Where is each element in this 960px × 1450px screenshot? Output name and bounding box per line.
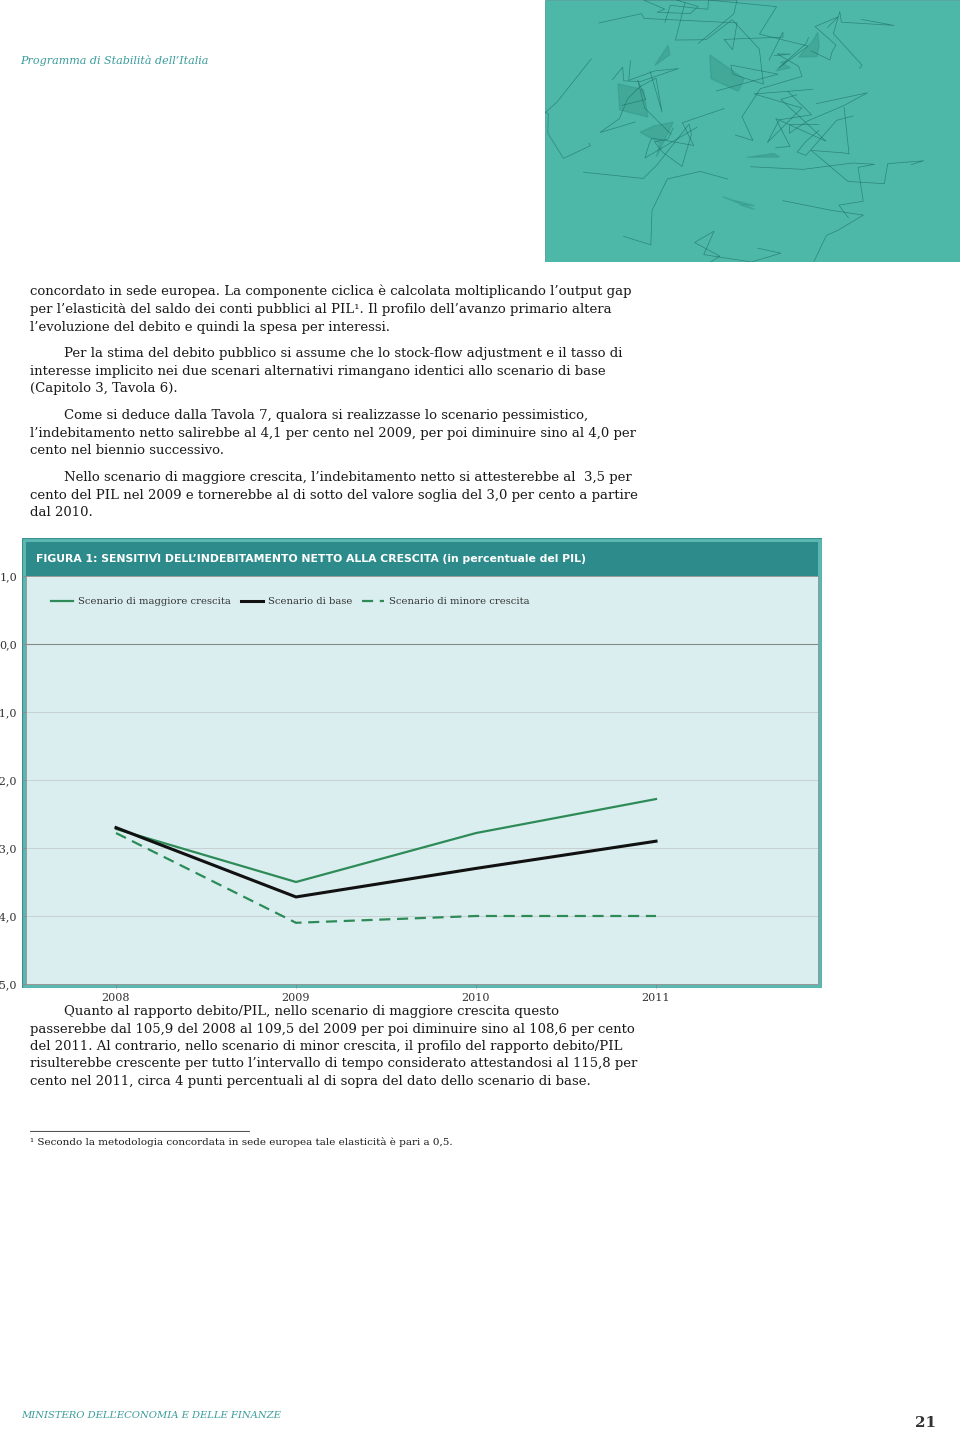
Polygon shape [640,122,673,157]
Text: Nello scenario di maggiore crescita, l’indebitamento netto si attesterebbe al  3: Nello scenario di maggiore crescita, l’i… [30,471,637,519]
Polygon shape [799,32,819,57]
Polygon shape [723,197,755,209]
Text: Per la stima del debito pubblico si assume che lo stock-flow adjustment e il tas: Per la stima del debito pubblico si assu… [30,347,622,394]
Text: MINISTERO DELL’ECONOMIA E DELLE FINANZE: MINISTERO DELL’ECONOMIA E DELLE FINANZE [21,1411,281,1421]
Polygon shape [655,45,670,65]
Text: 21: 21 [915,1415,936,1430]
Text: Quanto al rapporto debito/PIL, nello scenario di maggiore crescita questo
passer: Quanto al rapporto debito/PIL, nello sce… [30,1005,637,1088]
Text: ¹ Secondo la metodologia concordata in sede europea tale elasticità è pari a 0,5: ¹ Secondo la metodologia concordata in s… [30,1137,452,1147]
Polygon shape [776,61,791,71]
Text: Programma di Stabilità dell’Italia: Programma di Stabilità dell’Italia [20,55,208,65]
Text: concordato in sede europea. La componente ciclica è calcolata moltiplicando l’​o: concordato in sede europea. La component… [30,286,632,334]
Polygon shape [618,84,648,117]
Legend: Scenario di maggiore crescita, Scenario di base, Scenario di minore crescita: Scenario di maggiore crescita, Scenario … [47,593,534,610]
Polygon shape [747,154,780,157]
Polygon shape [709,55,744,91]
Text: Come si deduce dalla Tavola 7, qualora si realizzasse lo scenario pessimistico,
: Come si deduce dalla Tavola 7, qualora s… [30,409,636,457]
Text: FIGURA 1: SENSITIVÌ DELL’INDEBITAMENTO NETTO ALLA CRESCITA (in percentuale del : FIGURA 1: SENSITIVÌ DELL’INDEBITAMENTO … [36,554,586,564]
